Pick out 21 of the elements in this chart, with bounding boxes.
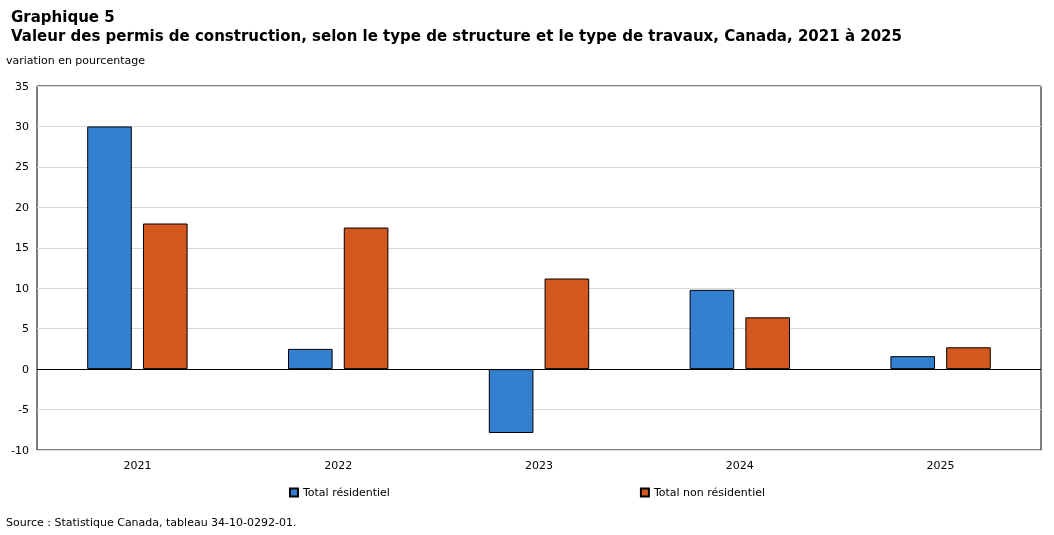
- source-note: Source : Statistique Canada, tableau 34-10-0292-01.: [6, 516, 297, 529]
- y-tick-label: -10: [11, 443, 29, 457]
- y-axis-title: variation en pourcentage: [6, 54, 146, 67]
- chart-title: Graphique 5: [11, 7, 115, 26]
- x-tick-label: 2024: [725, 459, 754, 472]
- y-tick-label: 10: [15, 281, 29, 295]
- legend-label: Total non résidentiel: [652, 486, 766, 499]
- y-tick-label: -5: [18, 403, 29, 417]
- y-tick-label: 0: [22, 362, 29, 376]
- y-tick-label: 20: [15, 200, 29, 214]
- y-tick-label: 35: [15, 79, 29, 93]
- x-tick-label: 2021: [123, 459, 152, 472]
- x-tick-label: 2023: [525, 459, 553, 472]
- y-tick-label: 15: [15, 241, 29, 255]
- chart-subtitle: Valeur des permis de construction, selon le type de structure et le type de travaux, Canada, 2021 à 2025: [11, 26, 902, 45]
- y-tick-label: 30: [15, 119, 29, 133]
- legend-label: Total résidentiel: [301, 486, 390, 499]
- x-tick-label: 2025: [926, 459, 955, 472]
- x-tick-label: 2022: [324, 459, 353, 472]
- y-tick-label: 25: [15, 160, 29, 174]
- y-tick-label: 5: [22, 322, 29, 336]
